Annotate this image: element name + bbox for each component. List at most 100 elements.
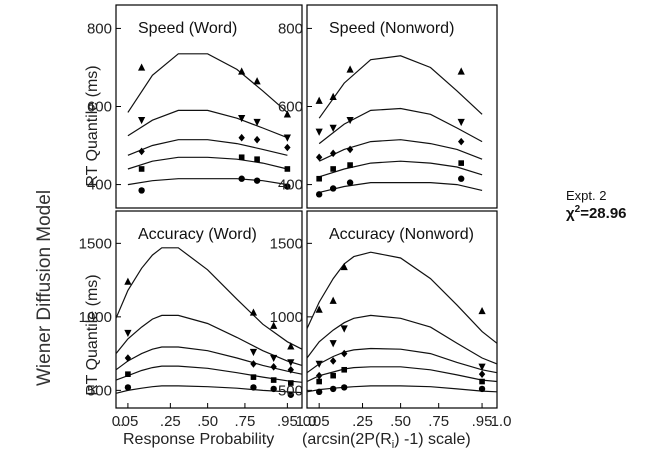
- y-tick-label: 1500: [270, 235, 303, 252]
- chi-symbol: χ: [566, 205, 575, 222]
- data-point-diamond: [478, 370, 486, 378]
- x-end-label: 0.: [112, 413, 125, 430]
- y-tick-label: 600: [278, 99, 303, 116]
- x-tick-label: .95: [472, 413, 493, 430]
- data-point-circle: [315, 191, 323, 198]
- panel-0: Speed (Word) 400 600 800: [87, 4, 303, 209]
- data-point-square: [284, 166, 291, 172]
- data-point-triangle-down: [315, 128, 323, 136]
- data-point-circle: [478, 385, 486, 393]
- data-point-circle: [329, 185, 337, 192]
- data-point-triangle-up: [124, 277, 132, 285]
- xlabel-left: Response Probability: [123, 431, 274, 448]
- data-point-square: [254, 156, 260, 163]
- model-curve-q3: [306, 347, 498, 374]
- data-point-diamond: [329, 149, 337, 158]
- data-point-triangle-down: [329, 340, 337, 348]
- data-point-square: [330, 166, 336, 172]
- data-point-triangle-down: [283, 134, 291, 142]
- data-point-triangle-up: [478, 306, 486, 315]
- data-point-square: [458, 160, 465, 166]
- model-title: Wiener Diffusion Model: [34, 190, 55, 386]
- data-point-square: [238, 154, 245, 161]
- data-point-diamond: [250, 360, 257, 368]
- data-point-triangle-down: [287, 359, 295, 367]
- model-curve-q5: [319, 182, 483, 193]
- panel-title: Accuracy (Nonword): [329, 226, 474, 243]
- data-point-triangle-down: [124, 329, 132, 338]
- data-point-square: [479, 378, 485, 385]
- x-tick-label: .50: [390, 413, 411, 430]
- data-point-circle: [287, 391, 295, 398]
- y-tick-label: 800: [87, 20, 112, 37]
- data-point-triangle-up: [329, 296, 337, 304]
- data-point-circle: [138, 187, 145, 194]
- data-point-triangle-down: [478, 363, 486, 371]
- panel-title: Speed (Nonword): [329, 20, 454, 37]
- data-point-circle: [238, 175, 245, 182]
- data-point-circle: [346, 179, 354, 186]
- model-curve-q3: [127, 139, 288, 156]
- panel-title: Speed (Word): [138, 20, 237, 37]
- data-point-square: [270, 377, 277, 383]
- model-curve-q1: [306, 251, 498, 344]
- xlabel-right-end: ) -1) scale): [394, 431, 470, 448]
- x-tick-label: .25: [160, 413, 181, 430]
- model-curve-q4: [127, 156, 288, 170]
- data-point-diamond: [138, 147, 145, 156]
- data-point-triangle-up: [270, 321, 278, 329]
- data-point-circle: [253, 177, 261, 184]
- x-tick-label: .50: [197, 413, 218, 430]
- panel-2: Accuracy (Word) 500 1000 1500 .05 .25 .50 .75 .9…: [79, 210, 316, 430]
- data-point-triangle-up: [346, 65, 354, 73]
- model-curve-q4: [319, 160, 483, 178]
- model-curve-q2: [306, 314, 498, 365]
- ylabel-bottom: RT Quantile (ms): [84, 274, 101, 395]
- model-curve-q1: [318, 55, 483, 119]
- x-tick-label: .75: [428, 413, 449, 430]
- data-point-triangle-up: [329, 92, 337, 100]
- data-point-triangle-down: [346, 116, 354, 125]
- y-tick-label: 1000: [270, 309, 303, 326]
- y-tick-label: 500: [87, 382, 112, 399]
- xlabel-right: (arcsin(2P(Ri) -1) scale): [302, 431, 471, 451]
- model-curve-q5: [127, 178, 288, 186]
- data-point-triangle-up: [138, 63, 146, 71]
- model-curve-q1: [115, 247, 303, 350]
- data-point-square: [341, 366, 348, 373]
- model-curve-q2: [318, 107, 483, 145]
- data-point-circle: [284, 183, 291, 190]
- data-point-square: [347, 162, 353, 168]
- data-point-triangle-down: [457, 118, 465, 127]
- data-point-triangle-down: [270, 354, 278, 363]
- data-point-diamond: [287, 365, 295, 374]
- panel-title: Accuracy (Word): [138, 226, 257, 243]
- data-point-triangle-up: [457, 67, 465, 75]
- data-point-triangle-up: [253, 77, 261, 85]
- y-tick-label: 800: [278, 20, 303, 37]
- data-point-triangle-down: [253, 118, 261, 127]
- data-point-triangle-down: [329, 124, 337, 132]
- y-tick-label: 1500: [79, 235, 112, 252]
- x-tick-label: .05: [309, 413, 330, 430]
- y-tick-label: 400: [87, 177, 112, 194]
- model-curve-q5: [115, 385, 303, 394]
- data-point-square: [330, 372, 336, 379]
- data-point-diamond: [329, 357, 337, 365]
- data-point-diamond: [253, 135, 261, 144]
- data-point-triangle-down: [138, 116, 146, 125]
- data-point-diamond: [238, 133, 245, 142]
- data-point-triangle-down: [249, 348, 258, 357]
- data-point-triangle-down: [340, 325, 348, 333]
- data-point-square: [316, 175, 322, 182]
- data-point-triangle-up: [315, 96, 323, 104]
- panel-frame: [306, 210, 498, 409]
- model-curve-q2: [115, 314, 303, 366]
- ylabel-top: RT Quantile (ms): [84, 65, 101, 186]
- data-point-triangle-down: [238, 115, 246, 123]
- y-tick-label: 400: [278, 177, 303, 194]
- data-point-triangle-up: [238, 67, 246, 75]
- chi-value: =28.96: [580, 205, 626, 222]
- data-point-circle: [270, 385, 277, 393]
